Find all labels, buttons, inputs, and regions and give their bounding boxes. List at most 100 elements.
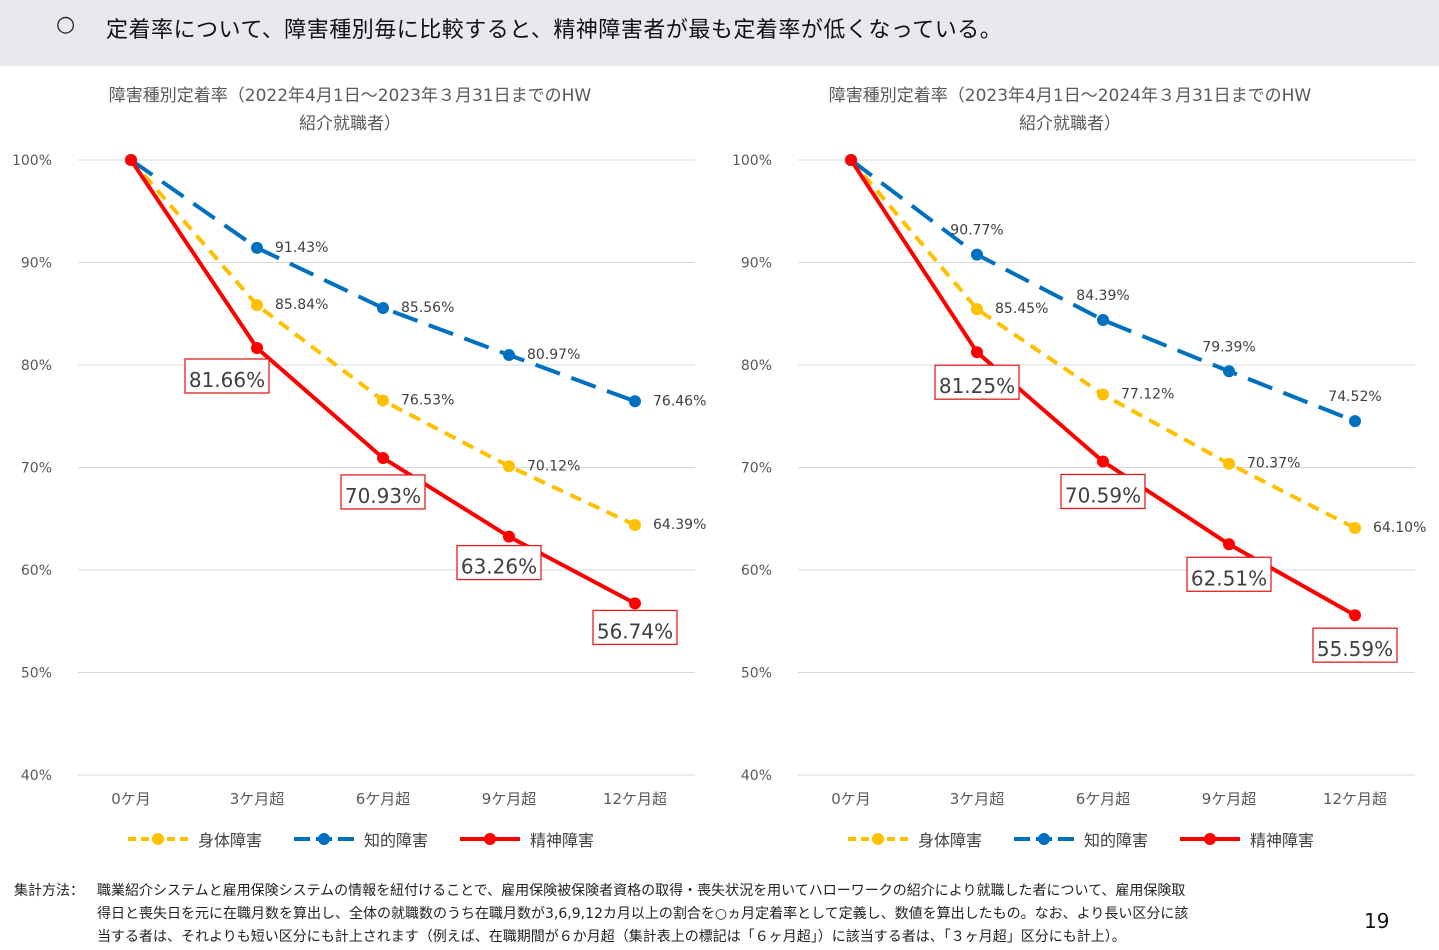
legend-label: 精神障害 — [530, 831, 595, 850]
y-tick-label: 60% — [21, 563, 52, 579]
y-tick-label: 80% — [741, 358, 772, 374]
data-point — [1097, 388, 1109, 401]
data-label: 70.12% — [527, 458, 580, 474]
legend-swatch — [847, 833, 908, 845]
legend-label: 精神障害 — [1250, 831, 1315, 850]
x-tick-label: 3ケ月超 — [950, 790, 1005, 808]
data-label: 91.43% — [275, 240, 328, 256]
data-label-box — [934, 364, 1020, 400]
y-tick-label: 40% — [741, 768, 772, 784]
data-point — [377, 451, 389, 464]
chart-svg: 100% 90% 80% 70% 60% 50% 40% 0ケ月 3ケ月超 6ケ月超 9ケ月超 12ケ… — [732, 153, 1426, 808]
chart-svg: 100% 90% 80% 70% 60% 50% 40% 0ケ月 3ケ月超 6ケ月超 9ケ月超 12ケ… — [12, 153, 706, 808]
legend-marker — [1037, 833, 1050, 845]
legend-label: 知的障害 — [1083, 831, 1148, 850]
legend-swatch — [1180, 833, 1240, 845]
data-label: 77.12% — [1121, 387, 1174, 403]
legend-item: 精神障害 — [1178, 827, 1314, 851]
legend-swatch — [1013, 833, 1074, 845]
data-point — [251, 299, 263, 312]
data-point — [1097, 314, 1109, 327]
chart-left: 障害種別定着率（2022年4月1日～2023年３月31日までのHW 紹介就職者）… — [0, 70, 720, 870]
legend-item: 身体障害 — [126, 827, 262, 851]
y-tick-label: 50% — [21, 666, 52, 682]
y-tick-label: 90% — [741, 256, 772, 272]
legend-item: 精神障害 — [458, 827, 594, 851]
data-label-box — [340, 474, 426, 510]
legend-marker — [484, 833, 496, 845]
x-tick-label: 9ケ月超 — [482, 790, 537, 808]
data-label: 62.51% — [1191, 566, 1267, 590]
data-label: 70.59% — [1065, 483, 1141, 507]
data-label: 79.39% — [1202, 339, 1255, 355]
data-label: 64.39% — [653, 517, 706, 533]
x-tick-label: 9ケ月超 — [1202, 790, 1257, 808]
legend-swatch — [460, 833, 520, 845]
legend-marker — [871, 833, 884, 845]
header-text: 定着率について、障害種別毎に比較すると、精神障害者が最も定着率が低くなっている。 — [106, 18, 1003, 43]
series-line — [849, 158, 1356, 424]
footer-line: 当する者は、それよりも短い区分にも計上されます（例えば、在職期間が６か月超（集計… — [97, 929, 1126, 945]
chart-right: 障害種別定着率（2023年4月1日～2024年３月31日までのHW 紹介就職者）… — [720, 70, 1439, 870]
data-point — [251, 241, 263, 254]
y-tick-label: 70% — [21, 461, 52, 477]
footer-line: 職業紹介システムと雇用保険システムの情報を紐付けることで、雇用保険被保険者資格の… — [97, 883, 1186, 899]
chart-title: 障害種別定着率（2023年4月1日～2024年３月31日までのHW 紹介就職者） — [828, 86, 1312, 134]
data-label-box — [592, 609, 678, 646]
data-label: 85.45% — [995, 301, 1048, 317]
y-tick-label: 40% — [21, 768, 52, 784]
x-tick-label: 0ケ月 — [111, 790, 151, 808]
data-label: 84.39% — [1076, 288, 1129, 304]
data-label: 76.46% — [653, 393, 706, 409]
data-point — [1223, 538, 1235, 551]
data-point — [1349, 521, 1361, 534]
data-label: 70.37% — [1247, 456, 1300, 472]
data-label: 70.93% — [345, 484, 421, 508]
x-tick-label: 0ケ月 — [831, 790, 871, 808]
data-point — [1223, 365, 1235, 378]
data-label: 74.52% — [1328, 389, 1381, 405]
y-tick-label: 80% — [21, 358, 52, 374]
data-point — [1349, 415, 1361, 428]
page-number: 19 — [1364, 909, 1390, 933]
data-point — [971, 346, 983, 359]
legend-item: 身体障害 — [846, 827, 982, 851]
chart-title: 障害種別定着率（2022年4月1日～2023年３月31日までのHW 紹介就職者） — [108, 86, 592, 134]
data-label: 81.66% — [189, 368, 265, 392]
y-tick-label: 60% — [741, 563, 772, 579]
data-label: 56.74% — [597, 619, 673, 643]
data-point — [377, 394, 389, 407]
header-bullet: ○ — [56, 12, 76, 37]
data-point — [503, 530, 515, 543]
data-label: 80.97% — [527, 347, 580, 363]
footer-head: 集計方法： — [14, 883, 84, 899]
data-label: 85.56% — [401, 300, 454, 316]
data-point — [503, 349, 515, 362]
data-label-box — [1186, 556, 1272, 592]
data-label: 81.25% — [939, 374, 1015, 398]
legend-label: 知的障害 — [363, 831, 428, 850]
y-tick-label: 50% — [741, 666, 772, 682]
data-point — [629, 597, 641, 610]
data-label-box — [456, 544, 542, 581]
legend: 身体障害 知的障害 精神障害 — [720, 827, 1439, 851]
data-point — [503, 460, 515, 473]
legend-item: 知的障害 — [1012, 827, 1148, 851]
legend-swatch — [293, 833, 354, 845]
legend-marker — [151, 833, 164, 845]
x-tick-label: 6ケ月超 — [356, 790, 411, 808]
footer-body: 職業紹介システムと雇用保険システムの情報を紐付けることで、雇用保険被保険者資格の… — [97, 880, 1357, 949]
legend-swatch — [127, 833, 188, 845]
legend-label: 身体障害 — [917, 831, 982, 850]
legend-item: 知的障害 — [292, 827, 428, 851]
y-tick-label: 70% — [741, 461, 772, 477]
data-point — [971, 303, 983, 316]
data-point — [971, 248, 983, 261]
legend-marker — [317, 833, 330, 845]
y-tick-label: 100% — [732, 153, 772, 169]
data-label-box — [184, 358, 270, 394]
data-label: 64.10% — [1373, 520, 1426, 536]
data-point — [251, 341, 263, 354]
y-tick-label: 100% — [12, 153, 52, 169]
data-label: 85.84% — [275, 297, 328, 313]
